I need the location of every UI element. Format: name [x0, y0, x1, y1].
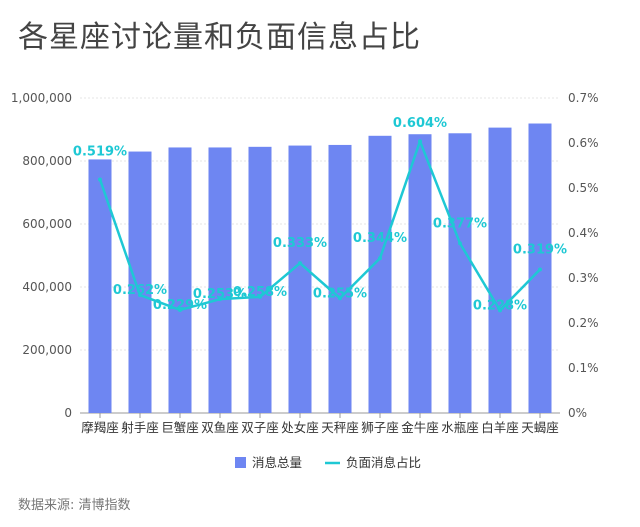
y-right-tick-label: 0.1% — [568, 361, 599, 375]
y-left-tick-label: 400,000 — [22, 280, 72, 294]
y-right-tick-label: 0.2% — [568, 316, 599, 330]
y-right-tick-label: 0.5% — [568, 181, 599, 195]
bar — [288, 145, 312, 413]
x-category-label: 巨蟹座 — [161, 420, 199, 435]
bar — [488, 127, 512, 414]
bar — [128, 151, 152, 414]
bar — [408, 134, 432, 413]
line-point — [418, 139, 422, 144]
y-left-tick-label: 800,000 — [22, 154, 72, 168]
bar — [328, 144, 352, 413]
x-category-label: 金牛座 — [401, 420, 439, 435]
x-category-label: 处女座 — [281, 420, 319, 435]
y-right-tick-label: 0.6% — [568, 136, 599, 150]
bar — [208, 147, 232, 413]
bar — [88, 159, 112, 413]
line-data-label: 0.253% — [193, 287, 247, 302]
line-point — [298, 261, 302, 266]
line-point — [218, 297, 222, 302]
bar — [248, 146, 272, 413]
line-data-label: 0.255% — [313, 286, 367, 301]
x-category-label: 射手座 — [121, 420, 159, 435]
line-point — [538, 267, 542, 272]
line-data-label: 0.377% — [433, 216, 487, 231]
bar — [448, 133, 472, 413]
line-data-label: 0.604% — [393, 116, 447, 131]
line-point — [498, 308, 502, 313]
line-point — [178, 307, 182, 312]
y-right-tick-label: 0.4% — [568, 226, 599, 240]
line-point — [98, 177, 102, 182]
x-category-label: 狮子座 — [361, 420, 399, 435]
line-data-label: 0.262% — [113, 283, 167, 298]
line-data-label: 0.519% — [73, 144, 127, 159]
legend-label-bar: 消息总量 — [252, 455, 302, 470]
y-left-tick-label: 600,000 — [22, 217, 72, 231]
bar — [168, 147, 192, 413]
line-point — [338, 296, 342, 301]
line-data-label: 0.229% — [153, 298, 207, 313]
line-point — [258, 294, 262, 299]
x-category-label: 双子座 — [241, 420, 279, 435]
x-category-label: 天蝎座 — [521, 420, 559, 435]
line-data-label: 0.258% — [233, 285, 287, 300]
legend-swatch-bar — [235, 457, 246, 468]
x-category-label: 白羊座 — [481, 420, 519, 435]
y-right-tick-label: 0.7% — [568, 91, 599, 105]
legend-label-line: 负面消息占比 — [346, 455, 421, 470]
series-line-negative-ratio — [98, 139, 541, 312]
y-left-tick-label: 1,000,000 — [11, 91, 72, 105]
y-right-tick-label: 0.3% — [568, 271, 599, 285]
line-data-label: 0.228% — [473, 298, 527, 313]
line-data-label: 0.344% — [353, 231, 407, 246]
x-category-label: 水瓶座 — [441, 420, 479, 435]
data-source-note: 数据来源: 清博指数 — [18, 498, 131, 513]
line-data-label: 0.333% — [273, 236, 327, 251]
y-right-tick-label: 0% — [568, 406, 587, 420]
x-category-label: 天秤座 — [321, 420, 359, 435]
chart-title: 各星座讨论量和负面信息占比 — [18, 20, 421, 55]
line-data-label: 0.319% — [513, 242, 567, 257]
line-point — [458, 241, 462, 246]
bar — [368, 135, 392, 414]
line-point — [378, 256, 382, 261]
y-left-tick-label: 200,000 — [22, 343, 72, 357]
x-category-label: 摩羯座 — [81, 420, 119, 435]
x-category-label: 双鱼座 — [201, 420, 239, 435]
line-point — [138, 293, 142, 298]
y-left-tick-label: 0 — [64, 406, 72, 420]
